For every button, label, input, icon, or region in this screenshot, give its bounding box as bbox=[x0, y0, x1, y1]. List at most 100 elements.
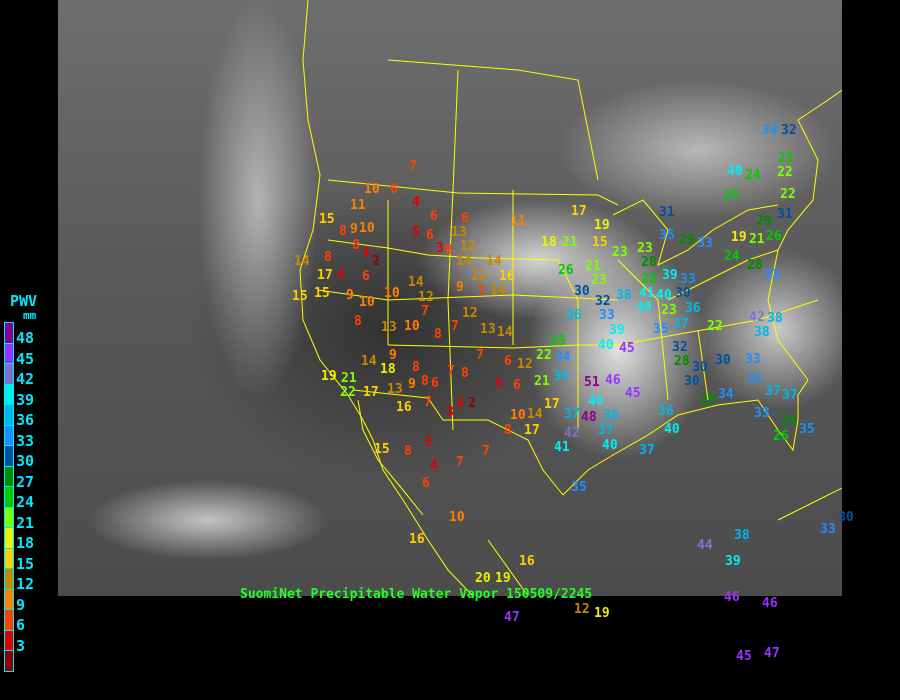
station-pwv-value: 12 bbox=[471, 269, 487, 284]
station-pwv-value: 40 bbox=[727, 164, 743, 179]
station-pwv-value: 19 bbox=[321, 369, 337, 384]
station-pwv-value: 40 bbox=[602, 438, 618, 453]
station-pwv-value: 10 bbox=[510, 408, 526, 423]
station-pwv-value: 12 bbox=[460, 239, 476, 254]
station-pwv-value: 8 bbox=[404, 444, 412, 459]
station-pwv-value: 17 bbox=[317, 268, 333, 283]
station-pwv-value: 9 bbox=[350, 222, 358, 237]
station-pwv-value: 30 bbox=[675, 286, 691, 301]
legend-label: 33 bbox=[16, 431, 35, 450]
station-pwv-value: 39 bbox=[725, 554, 741, 569]
station-pwv-value: 7 bbox=[451, 319, 459, 334]
station-pwv-value: 14 bbox=[527, 407, 543, 422]
station-pwv-value: 11 bbox=[350, 198, 366, 213]
station-pwv-value: 4 bbox=[337, 268, 345, 283]
station-pwv-value: 30 bbox=[574, 284, 590, 299]
station-pwv-value: 14 bbox=[408, 275, 424, 290]
station-pwv-value: 40 bbox=[636, 300, 652, 315]
station-pwv-value: 37 bbox=[673, 317, 689, 332]
legend-swatch bbox=[4, 609, 14, 630]
station-pwv-value: 40 bbox=[588, 394, 604, 409]
station-pwv-value: 23 bbox=[661, 303, 677, 318]
legend-swatch bbox=[4, 568, 14, 589]
station-pwv-value: 8 bbox=[421, 374, 429, 389]
legend-swatch bbox=[4, 486, 14, 507]
station-pwv-value: 38 bbox=[616, 288, 632, 303]
station-pwv-value: 18 bbox=[541, 235, 557, 250]
station-pwv-value: 16 bbox=[499, 269, 515, 284]
station-pwv-value: 38 bbox=[754, 325, 770, 340]
station-pwv-value: 35 bbox=[799, 422, 815, 437]
station-pwv-value: 6 bbox=[430, 209, 438, 224]
station-pwv-value: 46 bbox=[605, 373, 621, 388]
station-pwv-value: 34 bbox=[718, 387, 734, 402]
station-pwv-value: 7 bbox=[482, 444, 490, 459]
station-pwv-value: 17 bbox=[524, 423, 540, 438]
station-pwv-value: 33 bbox=[764, 268, 780, 283]
station-pwv-value: 6 bbox=[504, 354, 512, 369]
station-pwv-value: 15 bbox=[374, 442, 390, 457]
station-pwv-value: 3 bbox=[424, 435, 432, 450]
state-line bbox=[447, 189, 454, 431]
station-pwv-value: 30 bbox=[684, 374, 700, 389]
station-pwv-value: 22 bbox=[340, 385, 356, 400]
state-line bbox=[387, 344, 618, 349]
station-pwv-value: 28 bbox=[641, 255, 657, 270]
station-pwv-value: 2 bbox=[468, 396, 476, 411]
station-pwv-value: 25 bbox=[550, 334, 566, 349]
station-pwv-value: 8 bbox=[339, 224, 347, 239]
station-pwv-value: 48 bbox=[581, 410, 597, 425]
legend-swatch bbox=[4, 363, 14, 384]
mexico-coast-south bbox=[487, 539, 529, 596]
canada-us-border bbox=[327, 179, 619, 206]
station-pwv-value: 29 bbox=[679, 233, 695, 248]
station-pwv-value: 10 bbox=[449, 510, 465, 525]
state-line bbox=[667, 249, 779, 301]
station-pwv-value: 6 bbox=[513, 378, 521, 393]
legend-label: 27 bbox=[16, 472, 35, 491]
legend-swatch bbox=[4, 342, 14, 363]
station-pwv-value: 32 bbox=[595, 294, 611, 309]
station-pwv-value: 10 bbox=[359, 221, 375, 236]
legend-swatch bbox=[4, 629, 14, 650]
station-pwv-value: 41 bbox=[639, 286, 655, 301]
legend-color-bar bbox=[4, 322, 14, 672]
station-pwv-value: 12 bbox=[517, 357, 533, 372]
station-pwv-value: 45 bbox=[736, 649, 752, 664]
station-pwv-value: 6 bbox=[390, 182, 398, 197]
station-pwv-value: 28 bbox=[747, 258, 763, 273]
station-pwv-value: 5 bbox=[412, 225, 420, 240]
station-pwv-value: 33 bbox=[820, 522, 836, 537]
station-pwv-value: 30 bbox=[838, 510, 854, 525]
station-pwv-value: 37 bbox=[639, 443, 655, 458]
station-pwv-value: 36 bbox=[685, 301, 701, 316]
station-pwv-value: 3 bbox=[436, 241, 444, 256]
station-pwv-value: 21 bbox=[585, 259, 601, 274]
legend-label: 48 bbox=[16, 329, 35, 347]
station-pwv-value: 33 bbox=[697, 236, 713, 251]
legend-label: 18 bbox=[16, 534, 35, 552]
station-pwv-value: 29 bbox=[700, 393, 716, 408]
station-pwv-value: 21 bbox=[562, 235, 578, 250]
station-pwv-value: 15 bbox=[292, 289, 308, 304]
station-pwv-value: 11 bbox=[510, 214, 526, 229]
legend-label: 30 bbox=[16, 452, 35, 470]
legend-swatch bbox=[4, 650, 14, 672]
legend-label: 42 bbox=[16, 370, 35, 388]
station-pwv-value: 6 bbox=[362, 269, 370, 284]
station-pwv-value: 6 bbox=[461, 211, 469, 226]
station-pwv-value: 10 bbox=[359, 295, 375, 310]
station-pwv-value: 35 bbox=[659, 228, 675, 243]
station-pwv-value: 10 bbox=[384, 286, 400, 301]
legend-label: 39 bbox=[16, 390, 35, 409]
station-pwv-value: 16 bbox=[519, 554, 535, 569]
station-pwv-value: 23 bbox=[591, 273, 607, 288]
station-pwv-value: 14 bbox=[456, 254, 472, 269]
station-pwv-value: 42 bbox=[564, 426, 580, 441]
station-pwv-value: 19 bbox=[594, 606, 610, 621]
station-pwv-value: 26 bbox=[558, 263, 574, 278]
legend-swatch bbox=[4, 383, 14, 404]
station-pwv-value: 31 bbox=[777, 207, 793, 222]
station-pwv-value: 36 bbox=[553, 369, 569, 384]
station-pwv-value: 37 bbox=[564, 407, 580, 422]
